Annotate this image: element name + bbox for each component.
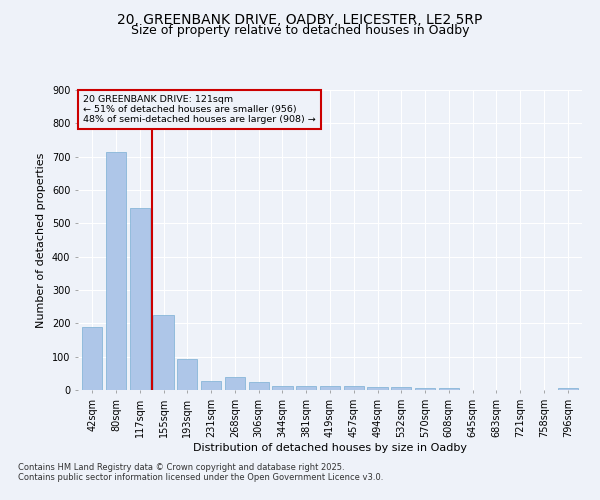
Bar [225,378,245,390]
Bar [272,386,293,390]
Bar [201,381,221,390]
Bar [367,388,388,390]
Bar [391,386,412,390]
Bar [344,386,364,390]
Bar [320,386,340,390]
Bar [415,388,435,390]
Bar [130,208,150,390]
Y-axis label: Number of detached properties: Number of detached properties [37,152,46,328]
Bar [154,315,173,390]
Text: Contains HM Land Registry data © Crown copyright and database right 2025.: Contains HM Land Registry data © Crown c… [18,464,344,472]
Bar [177,360,197,390]
Bar [248,382,269,390]
Text: 20, GREENBANK DRIVE, OADBY, LEICESTER, LE2 5RP: 20, GREENBANK DRIVE, OADBY, LEICESTER, L… [118,12,482,26]
Bar [106,152,126,390]
Bar [82,326,103,390]
Bar [557,388,578,390]
Bar [296,386,316,390]
Text: 20 GREENBANK DRIVE: 121sqm
← 51% of detached houses are smaller (956)
48% of sem: 20 GREENBANK DRIVE: 121sqm ← 51% of deta… [83,94,316,124]
Bar [439,388,459,390]
Text: Size of property relative to detached houses in Oadby: Size of property relative to detached ho… [131,24,469,37]
Text: Contains public sector information licensed under the Open Government Licence v3: Contains public sector information licen… [18,474,383,482]
X-axis label: Distribution of detached houses by size in Oadby: Distribution of detached houses by size … [193,442,467,452]
